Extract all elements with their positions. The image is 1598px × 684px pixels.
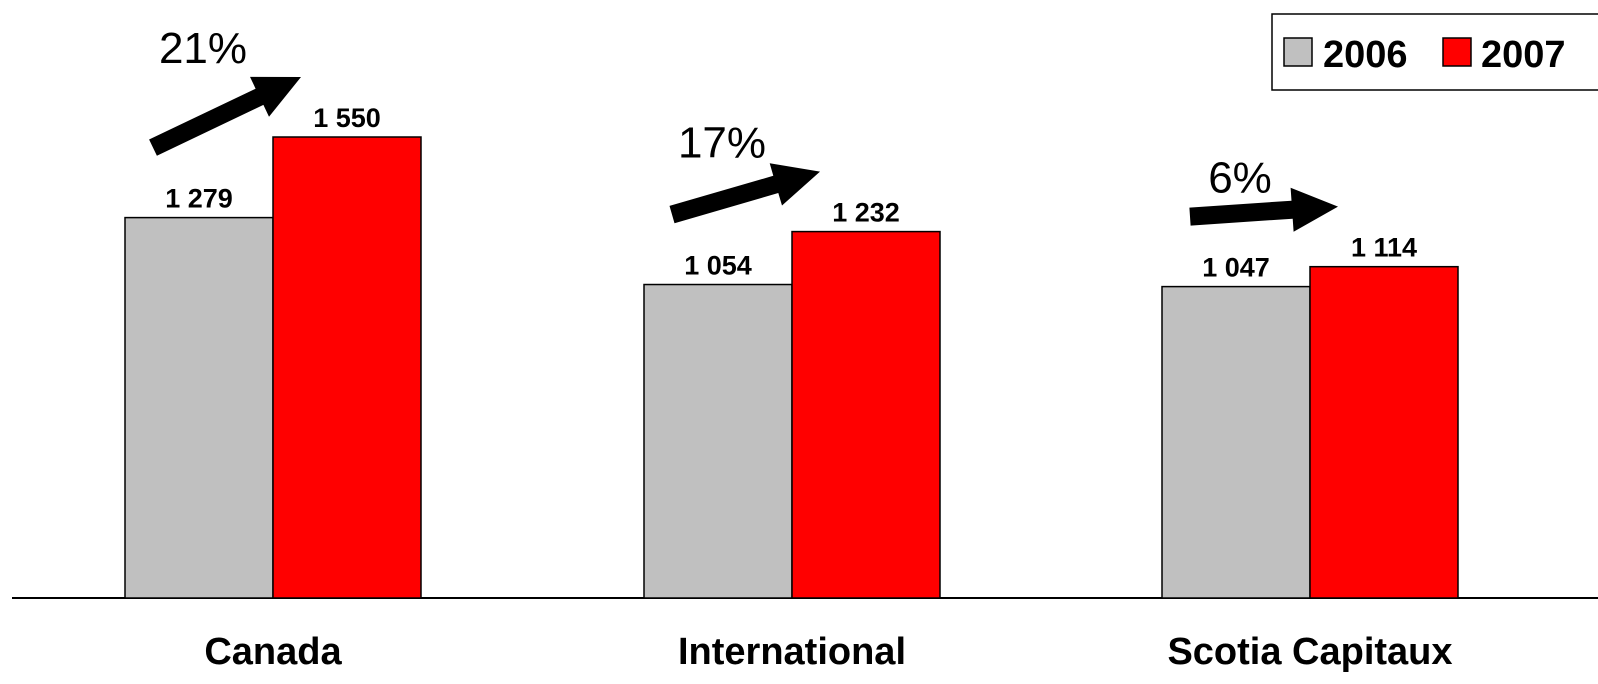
growth-label-canada: 21% xyxy=(159,24,247,73)
bar-scotia-capitaux-2007 xyxy=(1309,265,1459,599)
growth-arrow-canada xyxy=(149,76,301,156)
legend-swatch-2007 xyxy=(1442,37,1472,67)
category-label-canada: Canada xyxy=(204,631,342,673)
growth-arrows-layer: 21% 17% 6% xyxy=(149,24,1338,232)
bars-layer xyxy=(124,136,1459,599)
value-label-international-2007: 1 232 xyxy=(832,198,900,228)
legend-swatch-2006 xyxy=(1283,37,1313,67)
value-labels-layer: 1 279 1 550 1 054 1 232 1 047 1 114 xyxy=(165,103,1417,283)
growth-arrow-scotia-capitaux xyxy=(1189,187,1338,232)
bar-canada-2007 xyxy=(272,136,422,599)
legend: 2006 2007 xyxy=(1271,13,1598,91)
value-label-international-2006: 1 054 xyxy=(684,251,752,281)
category-label-scotia-capitaux: Scotia Capitaux xyxy=(1167,631,1452,673)
category-label-international: International xyxy=(678,631,906,673)
value-label-canada-2007: 1 550 xyxy=(313,103,381,133)
value-label-scotia-capitaux-2007: 1 114 xyxy=(1351,233,1417,263)
bar-international-2007 xyxy=(791,230,941,599)
legend-label-2006: 2006 xyxy=(1323,34,1408,76)
bar-canada-2006 xyxy=(124,216,274,599)
growth-arrow-international xyxy=(669,163,820,224)
value-label-scotia-capitaux-2006: 1 047 xyxy=(1202,253,1270,283)
value-label-canada-2006: 1 279 xyxy=(165,184,233,214)
bar-international-2006 xyxy=(643,283,793,599)
category-labels-layer: Canada International Scotia Capitaux xyxy=(204,631,1452,673)
growth-label-international: 17% xyxy=(678,119,766,168)
legend-label-2007: 2007 xyxy=(1481,34,1566,76)
growth-label-scotia-capitaux: 6% xyxy=(1208,154,1272,203)
legend-box xyxy=(1271,13,1598,91)
bar-scotia-capitaux-2006 xyxy=(1161,285,1311,599)
